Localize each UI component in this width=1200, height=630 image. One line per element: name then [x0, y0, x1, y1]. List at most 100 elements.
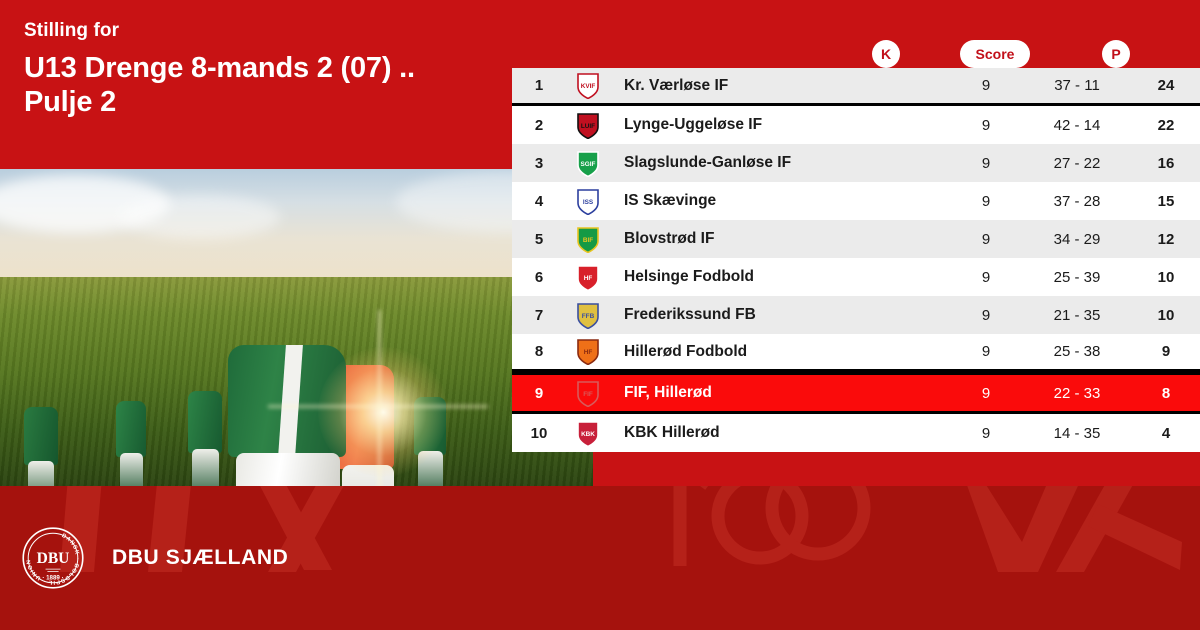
row-matches-played: 9 [981, 343, 991, 360]
svg-text:FFB: FFB [582, 313, 595, 320]
row-position: 2 [534, 116, 544, 134]
row-team-name: Kr. Værløse IF [624, 76, 729, 94]
row-matches-played: 9 [981, 77, 991, 94]
row-position: 6 [534, 268, 544, 286]
table-row[interactable]: 7 FFB Frederikssund FB 9 21 - 35 10 [512, 296, 1200, 334]
row-goal-score: 37 - 11 [1054, 77, 1100, 94]
row-points: 15 [1157, 192, 1175, 210]
row-matches-played: 9 [981, 154, 991, 172]
row-team-name: Frederikssund FB [624, 306, 756, 323]
table-row[interactable]: 5 BIF Blovstrød IF 9 34 - 29 12 [512, 220, 1200, 258]
table-row[interactable]: 4 ISS IS Skævinge 9 37 - 28 15 [512, 182, 1200, 220]
row-position: 1 [534, 77, 544, 94]
row-points: 24 [1157, 77, 1175, 94]
column-header-k: K [872, 40, 900, 68]
row-position: 3 [534, 154, 544, 172]
row-club-logo: FFB [566, 302, 610, 329]
footer-band [0, 486, 1200, 630]
sun-flare [318, 347, 448, 477]
row-points: 8 [1161, 384, 1171, 402]
row-team-name: FIF, Hillerød [624, 384, 712, 401]
row-position: 4 [534, 192, 544, 210]
table-row[interactable]: 8 HF Hillerød Fodbold 9 25 - 38 9 [512, 334, 1200, 372]
row-goal-score: 37 - 28 [1053, 192, 1101, 210]
foreground-player-shorts [236, 453, 340, 486]
svg-text:LUIF: LUIF [581, 123, 595, 130]
footer: DANSK · BOLDSPIL · UNION DBU · 1889 · DB… [0, 486, 1200, 630]
row-points: 10 [1157, 306, 1175, 324]
row-goal-score: 27 - 22 [1053, 154, 1101, 172]
svg-text:· 1889 ·: · 1889 · [42, 575, 63, 582]
row-team-name: Lynge-Uggeløse IF [624, 116, 763, 133]
header-block: Stilling for U13 Drenge 8-mands 2 (07) .… [24, 20, 524, 119]
club-crest-hilleroed-fodbold: HF [576, 338, 600, 365]
club-crest-slagslunde: SGIF [576, 150, 600, 177]
club-crest-fif-hilleroed: FIF [576, 380, 600, 407]
background-player-legs [28, 461, 54, 486]
club-crest-frederikssund: FFB [576, 302, 600, 329]
row-club-logo: SGIF [566, 150, 610, 177]
row-team-name: KBK Hillerød [624, 424, 720, 441]
row-team-name: Blovstrød IF [624, 230, 715, 247]
table-row[interactable]: 10 KBK KBK Hillerød 9 14 - 35 4 [512, 414, 1200, 452]
svg-text:KBK: KBK [581, 431, 595, 438]
row-points: 4 [1161, 424, 1171, 442]
row-matches-played: 9 [981, 230, 991, 248]
column-header-p: P [1102, 40, 1130, 68]
row-matches-played: 9 [981, 116, 991, 134]
row-points: 22 [1157, 116, 1175, 134]
club-crest-helsinge: HF [576, 264, 600, 291]
row-points: 10 [1157, 268, 1175, 286]
row-club-logo: KBK [566, 420, 610, 447]
row-matches-played: 9 [981, 192, 991, 210]
svg-text:SGIF: SGIF [581, 161, 596, 168]
row-position: 5 [534, 230, 544, 248]
background-player-legs [120, 453, 143, 486]
cloud-shape [0, 175, 170, 233]
background-player [24, 407, 58, 465]
cloud-shape [120, 195, 280, 239]
row-goal-score: 34 - 29 [1053, 230, 1101, 248]
svg-text:FIF: FIF [583, 391, 593, 398]
dbu-logo: DANSK · BOLDSPIL · UNION DBU · 1889 · [22, 527, 84, 589]
row-club-logo: ISS [566, 188, 610, 215]
row-matches-played: 9 [981, 306, 991, 324]
svg-text:DBU: DBU [37, 550, 70, 567]
club-crest-lynge-uggeloese: LUIF [576, 112, 600, 139]
row-team-name: Slagslunde-Ganløse IF [624, 154, 792, 171]
svg-text:HF: HF [584, 349, 593, 356]
header-kicker: Stilling for [24, 20, 120, 41]
row-goal-score: 21 - 35 [1053, 306, 1101, 324]
table-row[interactable]: 9 FIF FIF, Hillerød 9 22 - 33 8 [512, 372, 1200, 414]
page-title: U13 Drenge 8-mands 2 (07) .. Pulje 2 [24, 51, 524, 119]
svg-text:ISS: ISS [583, 199, 594, 206]
row-team-name: Hillerød Fodbold [624, 342, 748, 360]
footer-watermark [60, 486, 1182, 572]
row-goal-score: 25 - 38 [1053, 343, 1101, 360]
club-crest-blovstroed: BIF [576, 226, 600, 253]
row-goal-score: 42 - 14 [1053, 116, 1101, 134]
row-position: 8 [534, 343, 544, 360]
table-row[interactable]: 1 KVIF Kr. Værløse IF 9 37 - 11 24 [512, 68, 1200, 106]
svg-text:BIF: BIF [583, 237, 593, 244]
row-team-name: IS Skævinge [624, 192, 717, 209]
table-row[interactable]: 3 SGIF Slagslunde-Ganløse IF 9 27 - 22 1… [512, 144, 1200, 182]
row-club-logo: HF [566, 338, 610, 365]
row-points: 16 [1157, 154, 1175, 172]
sun-ray [378, 405, 380, 407]
table-row[interactable]: 6 HF Helsinge Fodbold 9 25 - 39 10 [512, 258, 1200, 296]
row-club-logo: BIF [566, 226, 610, 253]
row-position: 9 [534, 384, 544, 402]
club-crest-kvif: KVIF [576, 72, 600, 99]
table-row[interactable]: 2 LUIF Lynge-Uggeløse IF 9 42 - 14 22 [512, 106, 1200, 144]
footer-title: DBU SJÆLLAND [112, 546, 289, 569]
row-points: 9 [1161, 343, 1171, 360]
row-matches-played: 9 [981, 384, 991, 402]
row-team-name: Helsinge Fodbold [624, 268, 755, 285]
row-points: 12 [1157, 230, 1175, 248]
hero-photo [0, 169, 593, 486]
standings-table: 1 KVIF Kr. Værløse IF 9 37 - 11 24 2 LUIF… [512, 68, 1200, 452]
background-player-legs [192, 449, 219, 486]
table-header: K Score P [512, 40, 1200, 68]
